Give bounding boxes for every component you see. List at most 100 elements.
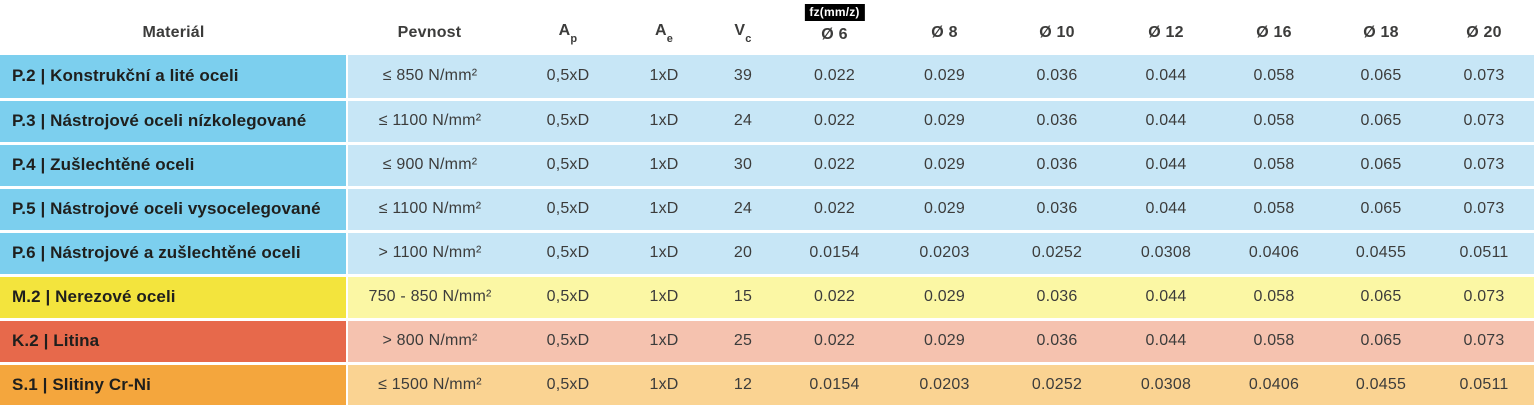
- fz-cell-d18: 0.0455: [1328, 363, 1434, 405]
- fz-cell-d10: 0.036: [1002, 55, 1112, 101]
- pevnost-cell: > 800 N/mm²: [347, 319, 512, 365]
- fz-cell-d12: 0.044: [1112, 187, 1220, 233]
- header-diameter-20: Ø 20: [1434, 0, 1534, 55]
- material-cell: S.1 | Slitiny Cr-Ni: [0, 363, 348, 405]
- fz-cell-d12: 0.0308: [1112, 363, 1220, 405]
- header-row: Materiál Pevnost Ap Ae Vc fz(mm/z) Ø 6 Ø…: [0, 0, 1534, 55]
- fz-cell-d20: 0.073: [1434, 275, 1534, 321]
- fz-cell-d10: 0.036: [1002, 275, 1112, 321]
- ae-cell: 1xD: [624, 99, 704, 145]
- header-ap-sub: p: [570, 32, 578, 45]
- fz-cell-d6: 0.022: [782, 275, 887, 321]
- pevnost-cell: > 1100 N/mm²: [347, 231, 512, 277]
- fz-cell-d18: 0.065: [1328, 187, 1434, 233]
- fz-cell-d8: 0.029: [887, 55, 1002, 101]
- header-ap: Ap: [512, 0, 624, 55]
- header-material: Materiál: [0, 0, 347, 55]
- header-diameter-12: Ø 12: [1112, 0, 1220, 55]
- ap-cell: 0,5xD: [512, 319, 624, 365]
- fz-cell-d10: 0.036: [1002, 99, 1112, 145]
- fz-cell-d16: 0.058: [1220, 187, 1328, 233]
- fz-cell-d20: 0.073: [1434, 99, 1534, 145]
- ae-cell: 1xD: [624, 231, 704, 277]
- fz-cell-d18: 0.065: [1328, 319, 1434, 365]
- header-ae-sub: e: [666, 32, 674, 45]
- pevnost-cell: ≤ 850 N/mm²: [347, 55, 512, 101]
- header-ae-base: A: [654, 22, 667, 40]
- fz-unit-badge: fz(mm/z): [804, 4, 865, 21]
- fz-cell-d10: 0.036: [1002, 319, 1112, 365]
- ae-cell: 1xD: [624, 187, 704, 233]
- ae-cell: 1xD: [624, 319, 704, 365]
- header-diameter-10: Ø 10: [1002, 0, 1112, 55]
- header-diameter-6-label: Ø 6: [821, 25, 848, 43]
- fz-cell-d20: 0.073: [1434, 187, 1534, 233]
- ae-cell: 1xD: [624, 275, 704, 321]
- fz-cell-d12: 0.0308: [1112, 231, 1220, 277]
- material-cell: P.5 | Nástrojové oceli vysocelegované: [0, 187, 348, 233]
- fz-cell-d6: 0.0154: [782, 231, 887, 277]
- fz-cell-d10: 0.0252: [1002, 231, 1112, 277]
- fz-cell-d16: 0.058: [1220, 55, 1328, 101]
- fz-cell-d16: 0.058: [1220, 319, 1328, 365]
- fz-cell-d6: 0.0154: [782, 363, 887, 405]
- fz-cell-d10: 0.036: [1002, 187, 1112, 233]
- ap-cell: 0,5xD: [512, 55, 624, 101]
- table-row: P.3 | Nástrojové oceli nízkolegované ≤ 11…: [0, 99, 1534, 145]
- fz-cell-d6: 0.022: [782, 55, 887, 101]
- header-diameter-16: Ø 16: [1220, 0, 1328, 55]
- ap-cell: 0,5xD: [512, 231, 624, 277]
- material-cell: M.2 | Nerezové oceli: [0, 275, 348, 321]
- fz-cell-d12: 0.044: [1112, 275, 1220, 321]
- material-cell: P.6 | Nástrojové a zušlechtěné oceli: [0, 231, 348, 277]
- header-vc-sub: c: [745, 32, 752, 45]
- vc-cell: 30: [704, 143, 782, 189]
- table-header: Materiál Pevnost Ap Ae Vc fz(mm/z) Ø 6 Ø…: [0, 0, 1534, 55]
- ap-cell: 0,5xD: [512, 99, 624, 145]
- table-row: P.4 | Zušlechtěné oceli ≤ 900 N/mm² 0,5xD 1…: [0, 143, 1534, 189]
- ap-cell: 0,5xD: [512, 143, 624, 189]
- fz-cell-d18: 0.0455: [1328, 231, 1434, 277]
- header-ae: Ae: [624, 0, 704, 55]
- fz-cell-d6: 0.022: [782, 187, 887, 233]
- fz-cell-d18: 0.065: [1328, 143, 1434, 189]
- header-diameter-6: fz(mm/z) Ø 6: [782, 0, 887, 55]
- vc-cell: 12: [704, 363, 782, 405]
- fz-cell-d20: 0.073: [1434, 319, 1534, 365]
- header-ap-base: A: [558, 22, 571, 40]
- fz-cell-d20: 0.0511: [1434, 363, 1534, 405]
- fz-cell-d8: 0.029: [887, 319, 1002, 365]
- vc-cell: 25: [704, 319, 782, 365]
- table-body: P.2 | Konstrukční a lité oceli ≤ 850 N/mm…: [0, 55, 1534, 405]
- fz-cell-d6: 0.022: [782, 143, 887, 189]
- table-row: P.6 | Nástrojové a zušlechtěné oceli > 11…: [0, 231, 1534, 277]
- fz-cell-d6: 0.022: [782, 319, 887, 365]
- ae-cell: 1xD: [624, 143, 704, 189]
- material-cell: P.3 | Nástrojové oceli nízkolegované: [0, 99, 348, 145]
- fz-cell-d8: 0.029: [887, 275, 1002, 321]
- table-row: K.2 | Litina > 800 N/mm² 0,5xD 1xD 25 0.022 0.…: [0, 319, 1534, 365]
- fz-cell-d16: 0.058: [1220, 143, 1328, 189]
- fz-cell-d8: 0.029: [887, 99, 1002, 145]
- fz-cell-d8: 0.029: [887, 187, 1002, 233]
- material-cell: P.4 | Zušlechtěné oceli: [0, 143, 348, 189]
- pevnost-cell: ≤ 900 N/mm²: [347, 143, 512, 189]
- fz-cell-d8: 0.0203: [887, 363, 1002, 405]
- fz-cell-d20: 0.0511: [1434, 231, 1534, 277]
- fz-cell-d10: 0.0252: [1002, 363, 1112, 405]
- ae-cell: 1xD: [624, 55, 704, 101]
- fz-cell-d6: 0.022: [782, 99, 887, 145]
- header-diameter-8: Ø 8: [887, 0, 1002, 55]
- fz-cell-d18: 0.065: [1328, 55, 1434, 101]
- fz-cell-d16: 0.0406: [1220, 231, 1328, 277]
- fz-cell-d16: 0.058: [1220, 99, 1328, 145]
- ap-cell: 0,5xD: [512, 363, 624, 405]
- table-row: S.1 | Slitiny Cr-Ni ≤ 1500 N/mm² 0,5xD 1xD 1…: [0, 363, 1534, 405]
- ap-cell: 0,5xD: [512, 275, 624, 321]
- fz-cell-d18: 0.065: [1328, 275, 1434, 321]
- fz-cell-d8: 0.0203: [887, 231, 1002, 277]
- ae-cell: 1xD: [624, 363, 704, 405]
- fz-cell-d12: 0.044: [1112, 55, 1220, 101]
